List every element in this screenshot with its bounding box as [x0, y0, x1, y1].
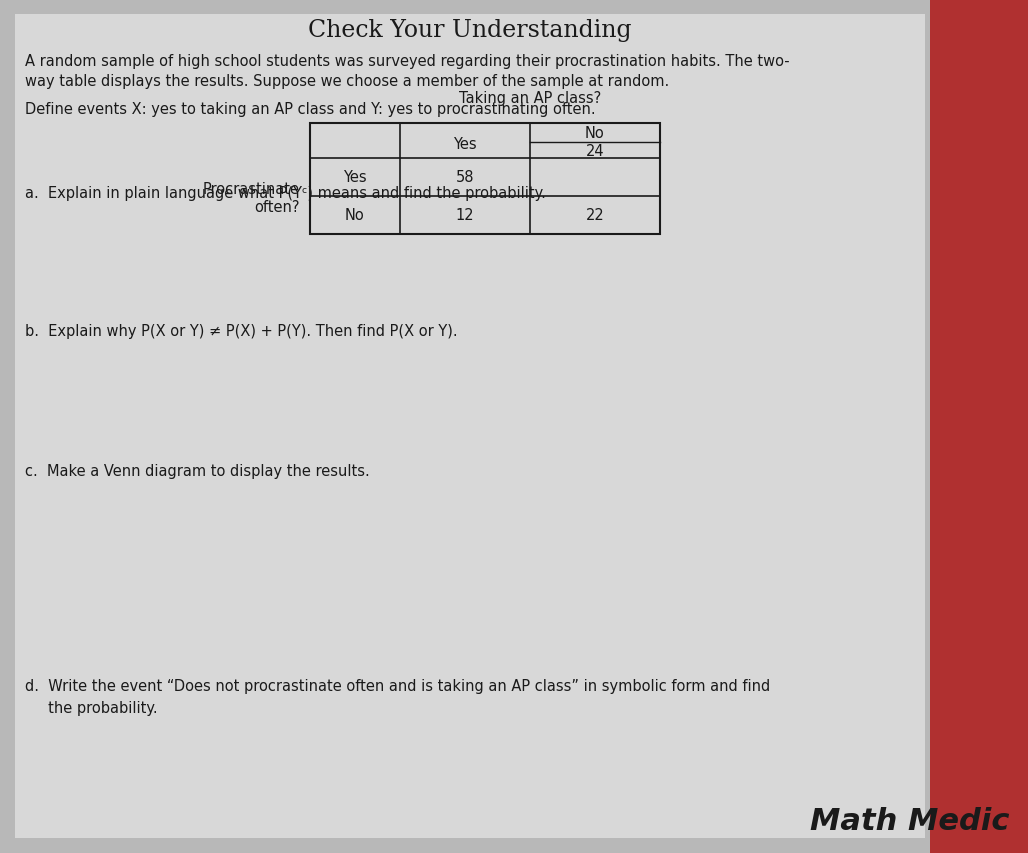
Text: the probability.: the probability.: [25, 700, 157, 715]
Text: d.  Write the event “Does not procrastinate often and is taking an AP class” in : d. Write the event “Does not procrastina…: [25, 678, 770, 693]
Bar: [15, 15, 925, 838]
Text: Yes: Yes: [343, 171, 367, 185]
Text: 24: 24: [586, 143, 604, 159]
Text: 12: 12: [455, 208, 474, 223]
Text: 58: 58: [455, 171, 474, 185]
Text: Define events X: yes to taking an AP class and Y: yes to procrastinating often.: Define events X: yes to taking an AP cla…: [25, 102, 595, 117]
Text: b.  Explain why P(X or Y) ≠ P(X) + P(Y). Then find P(X or Y).: b. Explain why P(X or Y) ≠ P(X) + P(Y). …: [25, 323, 457, 339]
Text: c.  Make a Venn diagram to display the results.: c. Make a Venn diagram to display the re…: [25, 463, 370, 479]
Text: Procrastinate: Procrastinate: [203, 182, 300, 196]
Text: No: No: [585, 126, 604, 141]
Text: way table displays the results. Suppose we choose a member of the sample at rand: way table displays the results. Suppose …: [25, 74, 669, 89]
Text: Yes: Yes: [453, 136, 477, 152]
Text: Check Your Understanding: Check Your Understanding: [308, 19, 632, 42]
Bar: [930, 0, 1028, 853]
Text: Taking an AP class?: Taking an AP class?: [458, 91, 601, 106]
Text: a.  Explain in plain language what P(Yᶜ) means and find the probability.: a. Explain in plain language what P(Yᶜ) …: [25, 186, 546, 200]
Text: Math Medic: Math Medic: [810, 806, 1009, 835]
Text: No: No: [345, 208, 365, 223]
Text: 22: 22: [586, 208, 604, 223]
Bar: [310, 124, 660, 235]
Text: A random sample of high school students was surveyed regarding their procrastina: A random sample of high school students …: [25, 54, 790, 69]
Text: often?: often?: [255, 200, 300, 214]
